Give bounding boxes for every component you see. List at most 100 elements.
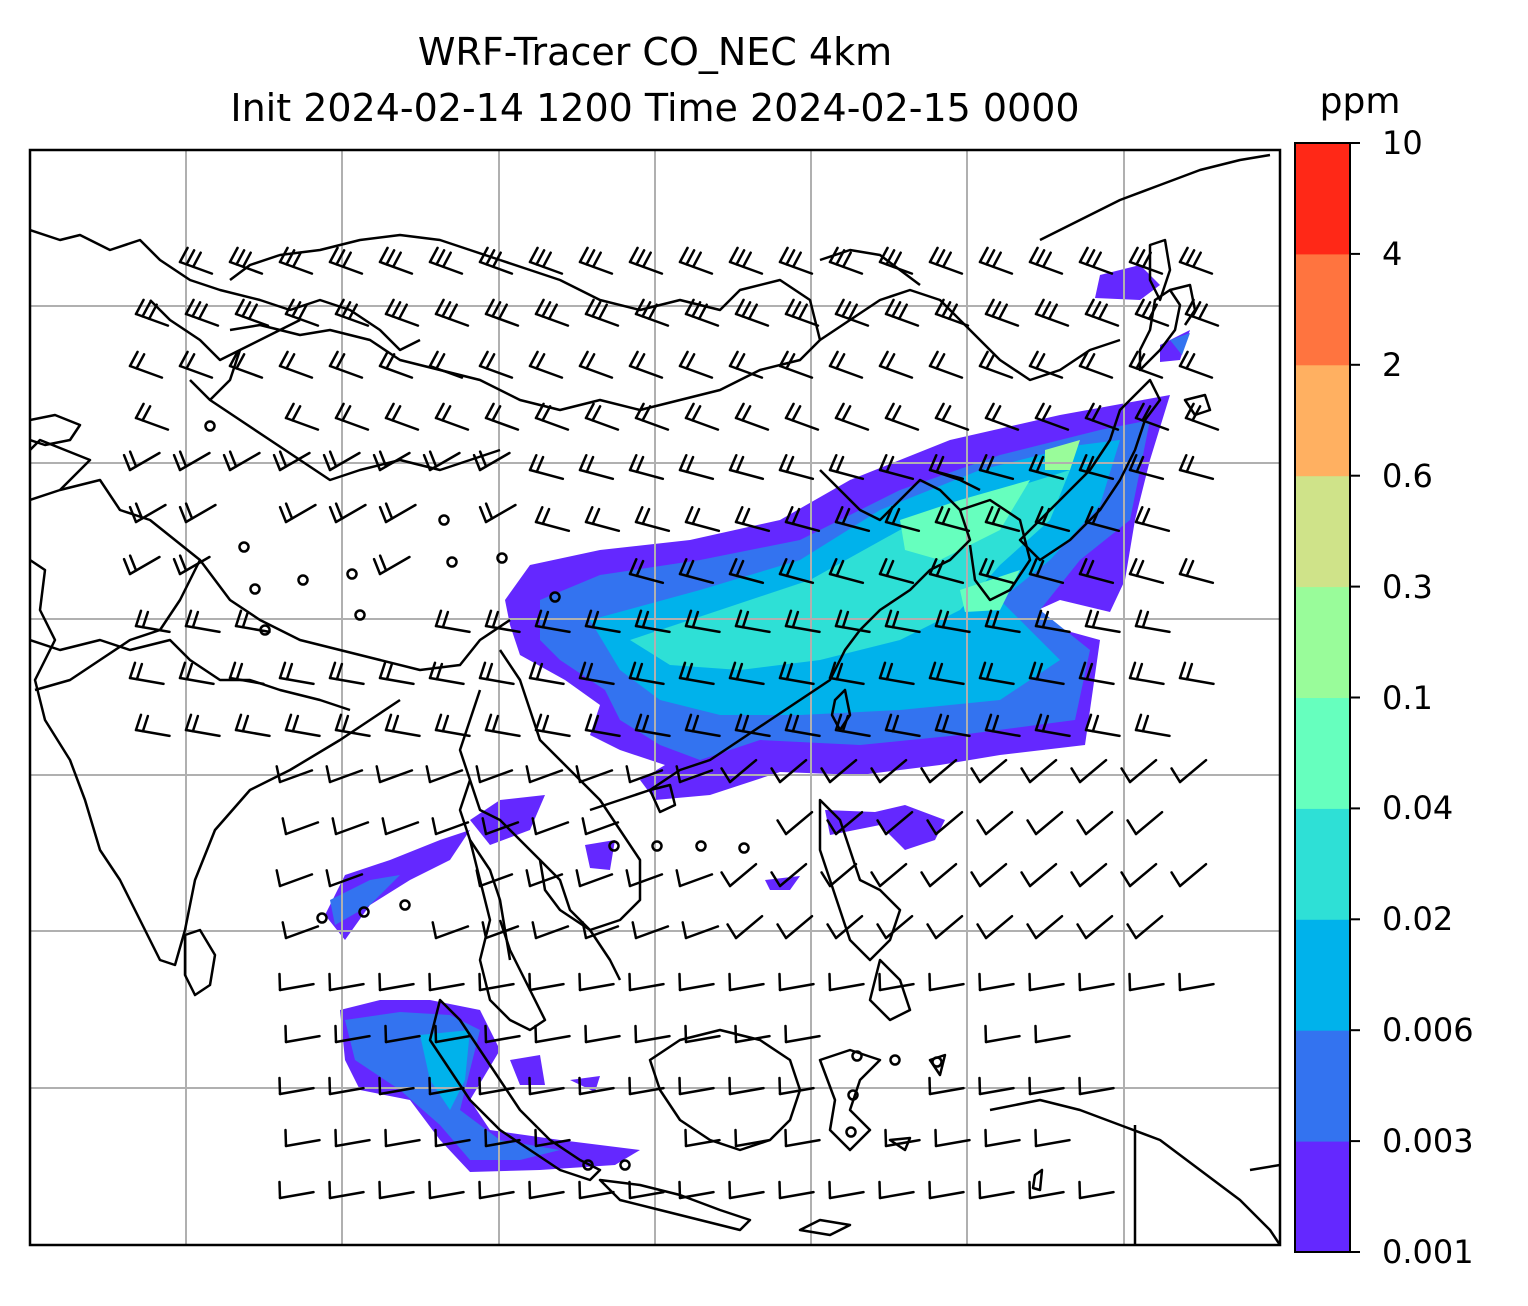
wind-barb-staff xyxy=(734,1034,771,1044)
colorbar xyxy=(1294,142,1360,1253)
wind-barb-staff xyxy=(1084,520,1121,533)
wind-barb-staff xyxy=(134,624,171,634)
wind-barb-flag xyxy=(747,303,758,321)
wind-barb-staff xyxy=(284,1138,321,1148)
wind-barb-flag xyxy=(984,506,994,524)
wind-barb-flag xyxy=(681,921,688,940)
wind-barb-flag xyxy=(741,301,752,318)
wind-barb-flag xyxy=(635,559,645,578)
wind-barb-flag xyxy=(984,609,993,628)
wind-barb-staff xyxy=(528,769,564,784)
wind-barb-flag xyxy=(828,1180,832,1200)
wind-barb-staff xyxy=(1084,810,1114,836)
wind-barb-flag xyxy=(841,714,850,733)
wind-barb-flag xyxy=(378,1180,382,1200)
wind-barb-flag xyxy=(531,921,538,940)
wind-barb-staff xyxy=(1028,364,1064,379)
wind-barb-flag xyxy=(1035,662,1044,681)
wind-barb-staff xyxy=(978,862,1008,888)
wind-barb-staff xyxy=(778,862,808,888)
wind-barb-flag xyxy=(284,502,294,520)
wind-barb-flag xyxy=(741,405,752,422)
wind-barb-flag xyxy=(678,661,687,680)
wind-barb-flag xyxy=(1085,662,1094,681)
wind-barb-flag xyxy=(328,972,332,992)
wind-barb-staff xyxy=(178,451,211,472)
wind-barb-staff xyxy=(484,821,520,836)
wind-barb-staff xyxy=(384,312,420,327)
wind-barb-flag xyxy=(534,506,544,524)
wind-barb-staff xyxy=(534,624,571,634)
wind-barb-staff xyxy=(284,925,320,940)
wind-barb-flag xyxy=(641,251,652,269)
wind-barb-staff xyxy=(384,1034,421,1044)
wind-barb-flag xyxy=(381,817,388,836)
wind-barb-flag xyxy=(1141,507,1151,526)
wind-barb-flag xyxy=(278,1076,282,1096)
wind-barb-staff xyxy=(934,520,971,533)
wind-barb-staff xyxy=(578,1086,615,1096)
wind-barb-flag xyxy=(328,1076,332,1096)
wind-barb-staff xyxy=(328,451,361,472)
wind-barb-staff xyxy=(334,312,370,327)
wind-barb-staff xyxy=(984,520,1021,533)
wind-barb-flag xyxy=(128,661,137,680)
wind-barb-flag xyxy=(347,303,358,321)
wind-barb-staff xyxy=(928,468,965,481)
wind-barb-flag xyxy=(278,661,287,680)
wind-barb-staff xyxy=(1128,364,1164,379)
wind-barb-flag xyxy=(328,246,339,264)
wind-barb-flag xyxy=(791,714,800,733)
wind-barb-staff xyxy=(734,914,764,940)
calm-wind-marker xyxy=(249,583,261,595)
wind-barb-staff xyxy=(178,260,214,275)
wind-barb-staff xyxy=(528,468,565,481)
wind-barb-staff xyxy=(428,769,464,784)
wind-barb-staff xyxy=(584,1034,621,1044)
wind-barb-flag xyxy=(675,765,682,784)
wind-barb-flag xyxy=(491,714,500,733)
coastline-path xyxy=(229,233,501,281)
wind-barb-flag xyxy=(785,249,796,266)
wind-barb-flag xyxy=(591,301,602,318)
wind-barb-staff xyxy=(684,925,720,940)
wind-barb-staff xyxy=(884,728,921,738)
wind-barb-flag xyxy=(535,353,546,370)
wind-barb-staff xyxy=(984,624,1021,634)
wind-barb-staff xyxy=(878,862,908,888)
wind-barb-staff xyxy=(1134,416,1170,431)
wind-barb-flag xyxy=(941,301,952,318)
wind-barb-flag xyxy=(441,610,450,629)
wind-barb-flag xyxy=(435,249,446,266)
wind-barb-flag xyxy=(928,661,937,680)
wind-barb-flag xyxy=(578,454,588,472)
wind-barb-flag xyxy=(1028,454,1038,472)
wind-barb-flag xyxy=(378,1076,382,1096)
wind-barb-flag xyxy=(928,246,939,264)
coastline-path xyxy=(1031,1168,1044,1192)
wind-barb-flag xyxy=(934,506,944,524)
wind-barb-flag xyxy=(934,298,945,316)
wind-barb-flag xyxy=(334,298,345,316)
wind-barb-staff xyxy=(978,676,1015,686)
coastline-path xyxy=(229,258,822,412)
wind-barb-flag xyxy=(372,557,382,576)
wind-barb-flag xyxy=(141,714,150,733)
wind-barb-flag xyxy=(1128,454,1138,472)
wind-barb-flag xyxy=(428,1076,432,1096)
wind-barb-staff xyxy=(634,925,670,940)
wind-barb-flag xyxy=(1076,923,1088,940)
wind-barb-flag xyxy=(726,923,738,940)
wind-barb-staff xyxy=(678,364,714,379)
coastline-path xyxy=(819,288,1121,382)
wind-barb-flag xyxy=(928,972,932,992)
wind-barb-staff xyxy=(1028,982,1065,992)
wind-barb-flag xyxy=(191,714,200,733)
wind-barb-staff xyxy=(1078,758,1108,784)
wind-barb-flag xyxy=(128,554,138,572)
wind-barb-flag xyxy=(372,453,382,472)
wind-barb-staff xyxy=(834,416,870,431)
wind-barb-flag xyxy=(735,249,746,266)
wind-barb-flag xyxy=(284,1128,288,1148)
